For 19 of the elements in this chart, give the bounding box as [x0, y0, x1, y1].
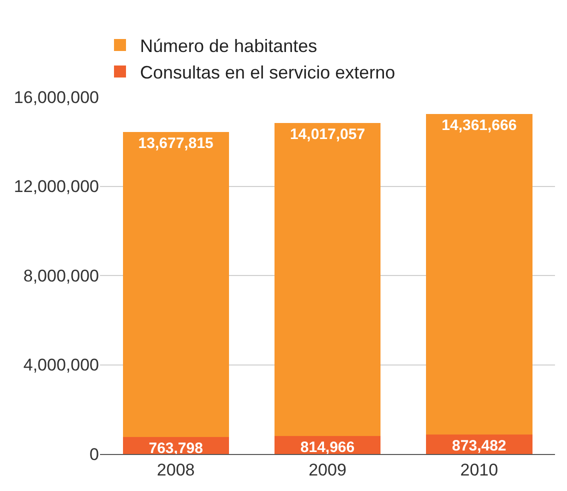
data-label: 13,677,815 [138, 134, 214, 152]
x-tick-label: 2009 [308, 460, 346, 480]
y-tick-label: 0 [90, 444, 99, 464]
data-label: 763,798 [148, 440, 203, 457]
data-label: 14,017,057 [290, 126, 366, 144]
y-tick-label: 4,000,000 [23, 356, 99, 375]
x-tick-label: 2010 [460, 460, 498, 480]
bar [426, 114, 532, 435]
y-tick-label: 12,000,000 [14, 177, 99, 196]
x-tick-label: 2008 [156, 460, 195, 480]
legend-label: Consultas en el servicio externo [140, 62, 396, 82]
data-label: 873,482 [452, 438, 506, 455]
y-tick-label: 16,000,000 [14, 88, 99, 107]
y-tick-label: 8,000,000 [23, 266, 99, 286]
data-label: 14,361,666 [442, 117, 517, 134]
data-label: 814,966 [300, 438, 355, 456]
legend-label: Número de habitantes [140, 36, 318, 56]
bar [274, 123, 381, 436]
bar [122, 132, 229, 437]
